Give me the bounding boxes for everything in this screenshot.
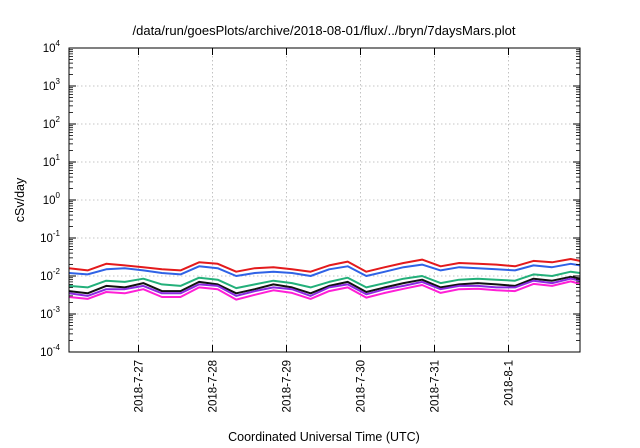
x-tick-label: 2018-7-27: [134, 360, 146, 412]
x-tick-label: 2018-7-30: [356, 360, 368, 412]
y-tick-base: 10: [43, 81, 56, 93]
y-tick-base: 10: [40, 347, 53, 359]
y-tick-exponent: -4: [53, 343, 61, 352]
y-tick-label: 103: [43, 77, 61, 93]
y-tick-exponent: 0: [56, 191, 61, 200]
x-tick-label: 2018-8-1: [504, 360, 516, 406]
x-tick-label: 2018-7-28: [208, 360, 220, 412]
y-tick-exponent: 2: [56, 115, 61, 124]
series-line-1: [68, 258, 581, 273]
y-tick-label: 102: [43, 115, 61, 131]
y-tick-base: 10: [40, 233, 53, 245]
x-tick-labels: 2018-7-27 2018-7-28 2018-7-29 2018-7-30 2018…: [134, 360, 516, 412]
y-tick-exponent: -1: [53, 229, 61, 238]
y-tick-label: 10-3: [40, 305, 60, 321]
chart-title: /data/run/goesPlots/archive/2018-08-01/f…: [133, 23, 516, 38]
y-tick-label: 10-4: [40, 343, 60, 359]
series-line-3: [68, 270, 581, 290]
y-tick-label: 101: [43, 153, 61, 169]
y-tick-exponent: 4: [56, 39, 61, 48]
series-line-5: [68, 277, 581, 297]
y-tick-base: 10: [43, 119, 56, 131]
grid: [69, 48, 580, 352]
ticks: [69, 47, 580, 353]
y-tick-exponent: -3: [53, 305, 61, 314]
y-tick-base: 10: [40, 309, 53, 321]
series-line-6: [68, 280, 581, 301]
y-tick-base: 10: [43, 157, 56, 169]
y-tick-label: 104: [43, 39, 61, 55]
y-tick-exponent: -2: [53, 267, 61, 276]
y-tick-label: 10-1: [40, 229, 60, 245]
x-tick-label: 2018-7-31: [430, 360, 442, 412]
y-tick-base: 10: [43, 43, 56, 55]
x-axis-label: Coordinated Universal Time (UTC): [228, 430, 420, 444]
y-tick-label: 10-2: [40, 267, 60, 283]
y-tick-exponent: 3: [56, 77, 61, 86]
series-line-4: [68, 275, 581, 295]
y-tick-base: 10: [43, 195, 56, 207]
x-tick-label: 2018-7-29: [282, 360, 294, 412]
y-tick-label: 100: [43, 191, 61, 207]
y-tick-base: 10: [40, 271, 53, 283]
y-tick-exponent: 1: [56, 153, 61, 162]
series-group: [68, 258, 581, 301]
y-axis-label: cSv/day: [13, 177, 27, 222]
series-line-2: [68, 262, 581, 277]
